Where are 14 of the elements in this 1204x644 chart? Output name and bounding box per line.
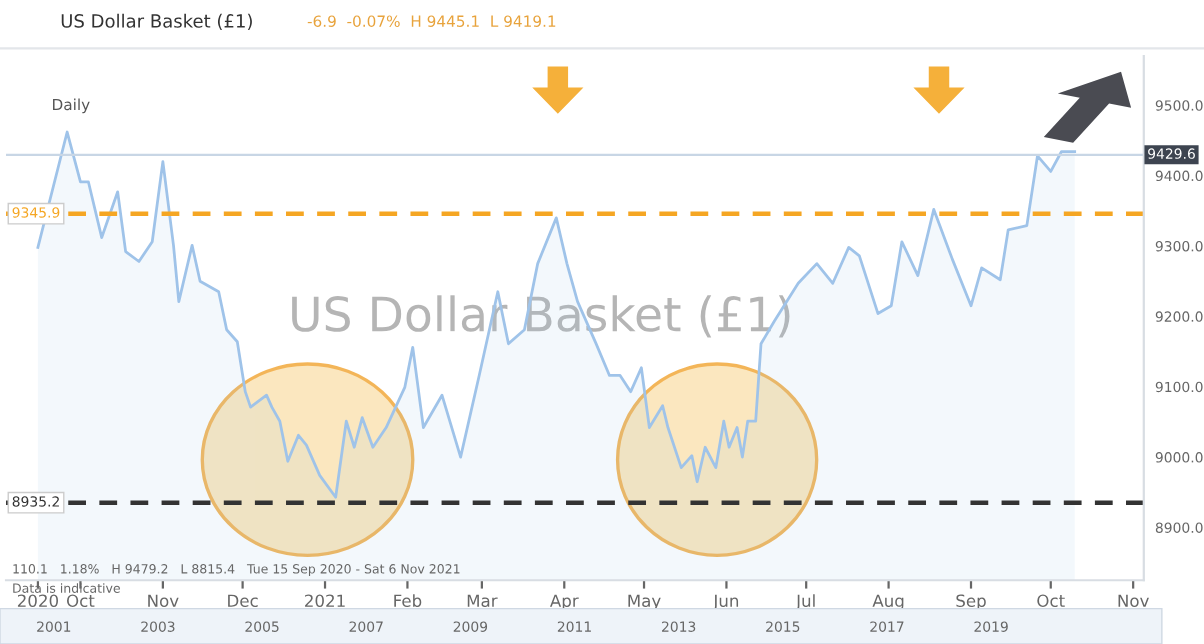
- x-tick-label: Jun: [712, 594, 739, 611]
- x-tick-label: Oct: [66, 594, 95, 608]
- x-tick-label: Feb: [394, 594, 422, 608]
- chart-title: US Dollar Basket (£1): [61, 13, 252, 30]
- x-tick-label: 2020: [17, 594, 59, 608]
- x-tick-label: Mar: [467, 594, 498, 608]
- x-tick-label: Nov: [1118, 594, 1149, 608]
- x-tick-label: Dec: [228, 594, 258, 608]
- x-tick-label: Oct: [1037, 594, 1065, 608]
- x-tick-label: Sep: [956, 594, 986, 611]
- x-tick-label: Nov: [148, 594, 179, 608]
- x-tick-label: 2021: [305, 594, 345, 608]
- x-tick-label: Apr: [549, 594, 579, 611]
- x-tick-label: May: [628, 594, 661, 611]
